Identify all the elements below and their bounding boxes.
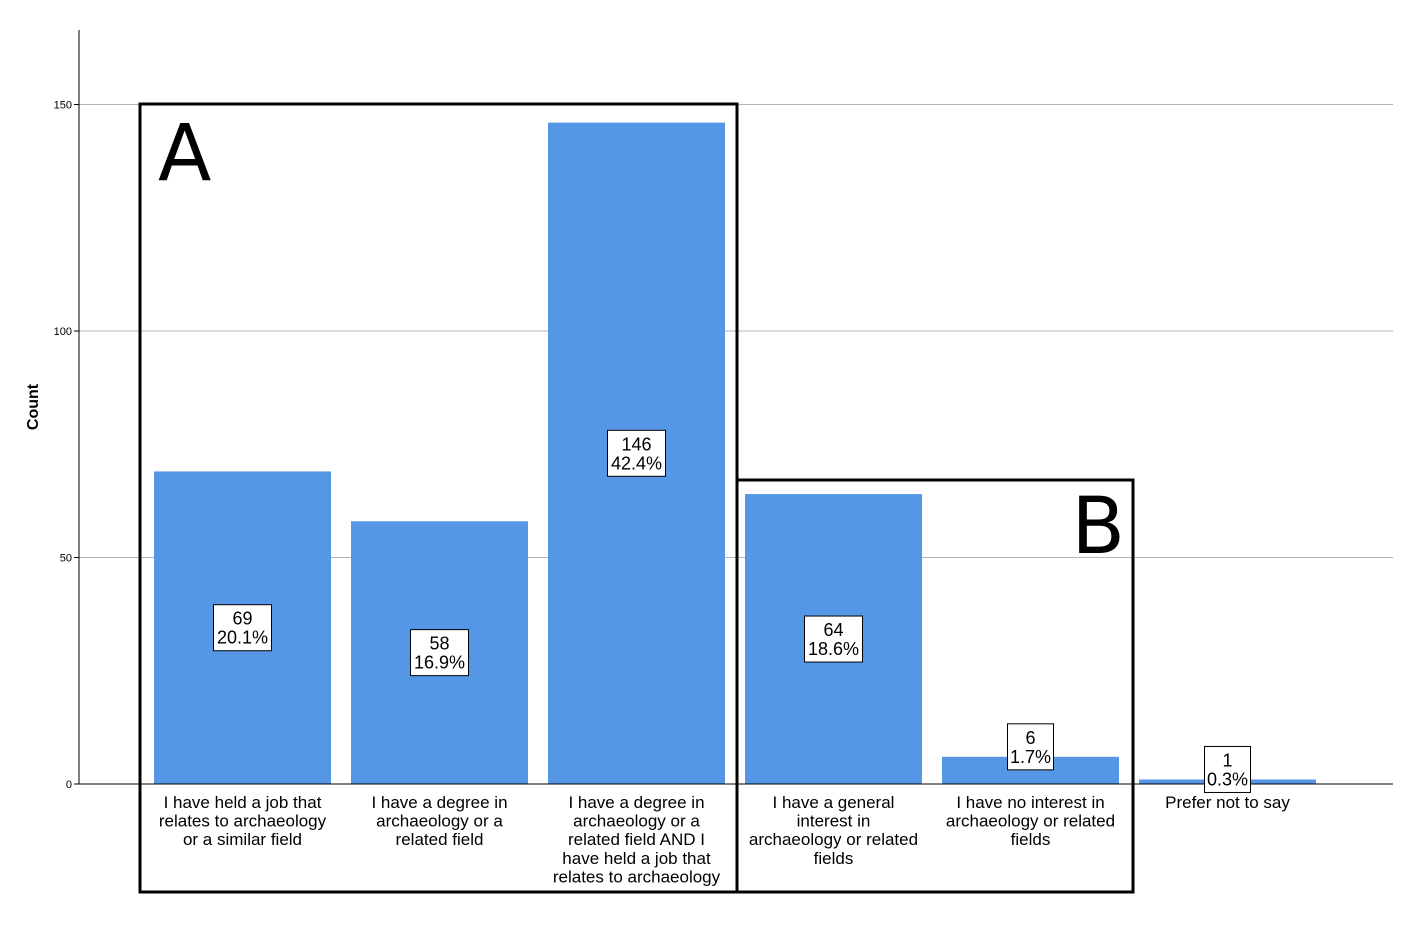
category-label-line: relates to archaeology [553, 867, 721, 886]
category-label-line: related field AND I [568, 830, 705, 849]
data-label-box [410, 629, 469, 677]
category-label: I have no interest in archaeology or rela… [946, 793, 1115, 849]
data-label-count: 69 [232, 609, 252, 629]
category-label-line: archaeology or a [573, 812, 700, 831]
category-label-line: interest in [797, 812, 871, 831]
data-label-percent: 18.6% [808, 639, 859, 659]
category-label: Prefer not to say [1165, 793, 1290, 812]
category-label-line: I have held a job that [164, 793, 322, 812]
data-label-percent: 42.4% [611, 453, 662, 473]
data-label-box [1204, 745, 1251, 793]
category-label-line: I have a degree in [371, 793, 507, 812]
category-label-line: archaeology or a [376, 812, 503, 831]
category-label-line: fields [814, 849, 854, 868]
data-label-box [804, 615, 863, 663]
group-box-frame [735, 478, 1135, 894]
group-boxes: AB [138, 102, 1135, 894]
category-label-line: relates to archaeology [159, 812, 327, 831]
category-label-line: Prefer not to say [1165, 793, 1290, 812]
y-tick-label: 150 [54, 100, 72, 112]
group-box-b: B [735, 478, 1135, 894]
category-label-line: archaeology or related [946, 812, 1115, 831]
category-label-line: I have a degree in [568, 793, 704, 812]
y-tick-label: 50 [60, 553, 72, 565]
data-label-count: 64 [823, 620, 843, 640]
data-label-percent: 1.7% [1010, 747, 1051, 767]
category-label: I have a degree in archaeology or a relate… [371, 793, 507, 849]
category-label-line: I have no interest in [956, 793, 1104, 812]
data-label-percent: 20.1% [217, 628, 268, 648]
group-box-label: B [1071, 482, 1125, 572]
bars [154, 122, 1316, 785]
category-label-line: have held a job that [562, 849, 711, 868]
data-label-count: 6 [1025, 728, 1035, 748]
category-label-line: or a similar field [183, 830, 302, 849]
category-label: I have a degree in archaeology or a relate… [553, 793, 721, 886]
y-axis-title: Count [25, 383, 42, 430]
category-label-line: related field [396, 830, 484, 849]
data-label-count: 146 [621, 434, 651, 454]
data-label: 61.7% [1007, 723, 1054, 771]
group-box-label: A [158, 109, 211, 199]
data-label-count: 1 [1222, 750, 1232, 770]
data-label-box [607, 429, 666, 477]
y-ticks: 0 50 100 150 [54, 100, 79, 791]
data-label-percent: 0.3% [1207, 769, 1248, 789]
category-label-line: archaeology or related [749, 830, 918, 849]
data-label: 10.3% [1204, 745, 1251, 793]
data-label-percent: 16.9% [414, 653, 465, 673]
y-tick-label: 0 [66, 779, 72, 791]
category-label: I have held a job that relates to archaeo… [159, 793, 327, 849]
category-label: I have a general interest in archaeology o… [749, 793, 918, 868]
category-label-line: I have a general [773, 793, 895, 812]
category-labels: I have held a job that relates to archaeo… [159, 793, 1291, 886]
data-label-box [1007, 723, 1054, 771]
y-tick-label: 100 [54, 326, 72, 338]
data-label-box [213, 604, 272, 652]
category-label-line: fields [1011, 830, 1051, 849]
data-label-count: 58 [429, 634, 449, 654]
